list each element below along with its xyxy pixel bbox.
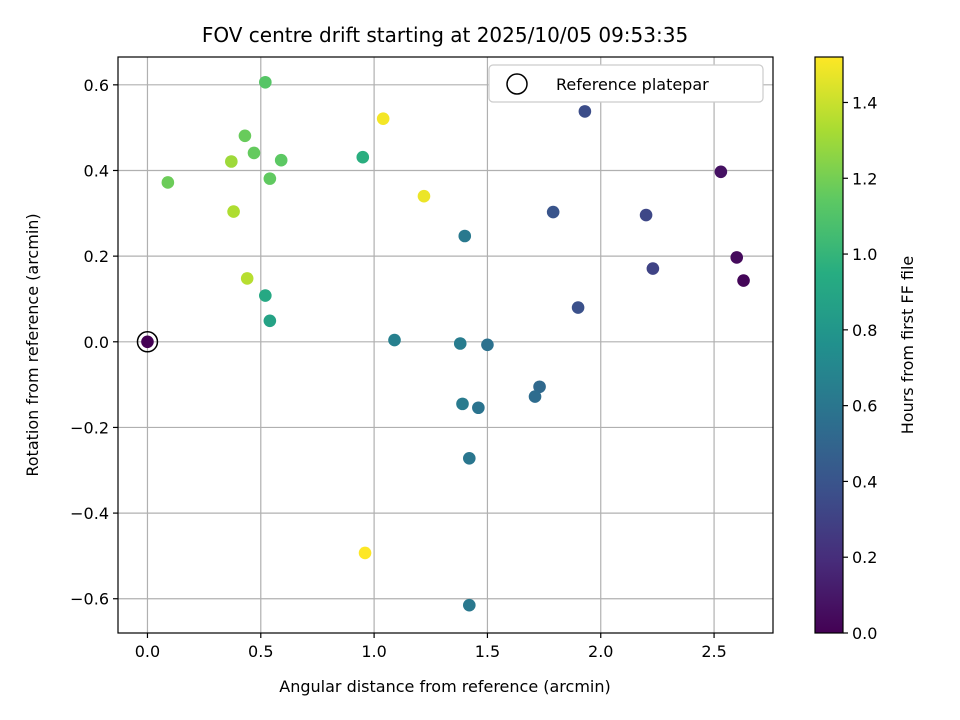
y-axis-ticks: −0.6 −0.4 −0.2 0.0 0.2 0.4 0.6: [70, 76, 118, 609]
data-point: [462, 598, 476, 612]
data-point: [388, 333, 401, 347]
y-tick-label: 0.6: [84, 76, 109, 95]
grid-lines: [118, 57, 773, 633]
data-point: [737, 274, 750, 287]
plot-frame: [117, 56, 774, 634]
y-axis-label: Rotation from reference (arcmin): [23, 213, 42, 476]
colorbar-frame: [814, 56, 844, 634]
data-point: [274, 153, 288, 167]
reference-marker-layer: [136, 331, 159, 353]
colorbar-gradient: [815, 57, 843, 633]
x-axis-ticks: 0.0 0.5 1.0 1.5 2.0 2.5: [135, 633, 727, 661]
x-axis-label: Angular distance from reference (arcmin): [279, 677, 610, 696]
y-tick-label: 0.4: [84, 161, 109, 180]
colorbar-tick-label: 0.0: [852, 624, 877, 643]
colorbar-tick-label: 0.2: [852, 548, 877, 567]
data-point: [472, 401, 485, 415]
colorbar-tick-label: 1.0: [852, 245, 877, 264]
data-point: [578, 105, 592, 118]
data-point: [263, 172, 277, 185]
colorbar-tick-label: 1.2: [852, 169, 877, 188]
data-point: [481, 338, 494, 352]
data-point: [417, 189, 431, 203]
legend-label: Reference platepar: [556, 75, 709, 94]
data-point: [546, 205, 560, 219]
x-tick-label: 2.0: [588, 642, 613, 661]
data-point: [453, 337, 467, 350]
data-point: [263, 314, 277, 328]
y-tick-label: −0.6: [70, 590, 109, 609]
colorbar-tick-label: 0.6: [852, 397, 877, 416]
legend-marker: [506, 73, 528, 95]
data-point: [161, 176, 175, 189]
data-point: [639, 208, 653, 222]
colorbar-tick-label: 0.4: [852, 472, 877, 491]
colorbar-tick-label: 1.4: [852, 93, 877, 112]
plot-area: [117, 56, 774, 634]
x-tick-label: 1.0: [361, 642, 386, 661]
reference-platepar-marker: [136, 331, 159, 353]
y-tick-label: 0.0: [84, 333, 109, 352]
colorbar-ticks: 0.0 0.2 0.4 0.6 0.8 1.0 1.2 1.4: [843, 93, 877, 643]
y-tick-label: 0.2: [84, 247, 109, 266]
data-point: [456, 397, 469, 411]
data-point: [462, 451, 476, 465]
x-tick-label: 2.5: [701, 642, 726, 661]
data-point: [714, 165, 728, 179]
plot-background: [118, 57, 773, 633]
colorbar-tick-label: 0.8: [852, 321, 877, 340]
data-point: [225, 155, 238, 168]
data-point: [247, 146, 261, 160]
legend: Reference platepar: [488, 64, 764, 103]
data-point: [141, 335, 154, 349]
data-point: [646, 262, 660, 275]
colorbar-label: Hours from first FF file: [898, 256, 917, 435]
data-point: [227, 205, 240, 218]
data-point: [458, 229, 472, 243]
data-point: [730, 251, 744, 264]
data-point: [238, 129, 252, 143]
data-point: [259, 289, 272, 302]
y-tick-label: −0.4: [70, 504, 109, 523]
chart-title: FOV centre drift starting at 2025/10/05 …: [202, 23, 688, 47]
x-tick-label: 0.0: [135, 642, 160, 661]
y-tick-label: −0.2: [70, 418, 109, 437]
data-point: [240, 272, 254, 285]
data-point: [259, 75, 272, 89]
x-tick-label: 0.5: [248, 642, 273, 661]
data-point: [533, 380, 546, 394]
data-point: [356, 150, 370, 164]
data-point: [376, 112, 390, 125]
data-point: [528, 390, 542, 403]
data-point: [571, 301, 585, 314]
data-point: [358, 546, 372, 560]
data-points: [141, 75, 750, 612]
colorbar: 0.0 0.2 0.4 0.6 0.8 1.0 1.2 1.4 Hours from firs…: [814, 56, 917, 643]
x-tick-label: 1.5: [475, 642, 500, 661]
legend-box: [488, 64, 764, 103]
